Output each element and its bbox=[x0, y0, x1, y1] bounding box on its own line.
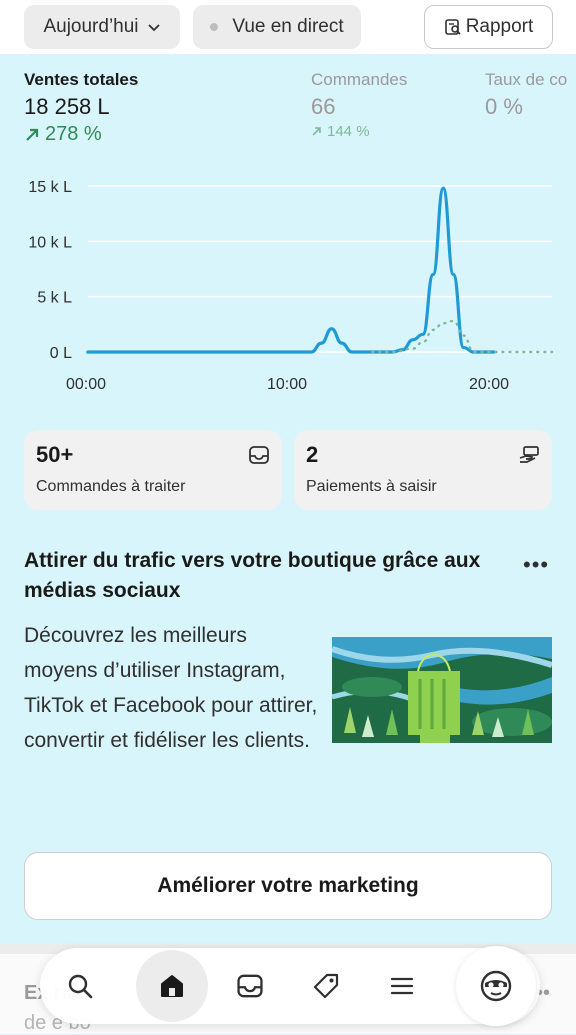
report-label: Rapport bbox=[465, 16, 534, 37]
inbox-icon bbox=[237, 974, 263, 998]
conversion-rate-metric[interactable]: Taux de co 0 % bbox=[485, 70, 567, 120]
metric-delta: 278 % bbox=[24, 123, 138, 146]
sales-line-chart[interactable]: 15 k L 10 k L 5 k L 0 L 00:00 10:00 20:00 bbox=[0, 174, 576, 464]
metric-label: Taux de co bbox=[485, 70, 568, 89]
y-tick-label: 10 k L bbox=[28, 234, 72, 251]
search-icon bbox=[68, 974, 93, 999]
metric-value: 0 % bbox=[485, 94, 523, 119]
metric-value: 66 bbox=[311, 94, 336, 119]
bottom-navigation bbox=[40, 946, 540, 1026]
nav-search[interactable] bbox=[58, 964, 102, 1008]
delta-value: 144 % bbox=[327, 123, 370, 140]
nav-orders[interactable] bbox=[228, 964, 272, 1008]
promo-title: Attirer du trafic vers votre boutique gr… bbox=[24, 549, 481, 602]
home-icon bbox=[161, 975, 183, 997]
metric-delta: 144 % bbox=[311, 123, 407, 140]
sales-series-line bbox=[86, 186, 496, 354]
filter-bar: Aujourd’hui Vue en direct Rapport bbox=[0, 0, 576, 54]
live-dot-icon bbox=[210, 23, 219, 31]
delta-value: 278 % bbox=[45, 123, 102, 145]
total-sales-metric[interactable]: Ventes totales 18 258 L 278 % bbox=[24, 70, 138, 146]
y-tick-label: 5 k L bbox=[37, 290, 72, 307]
orders-to-process-card[interactable]: 50+ Commandes à traiter bbox=[24, 430, 282, 510]
metric-value: 18 258 L bbox=[24, 94, 110, 119]
inbox-icon bbox=[249, 446, 269, 464]
promo-body: Découvrez les meilleurs moyens d’utilise… bbox=[24, 624, 318, 752]
card-label: Commandes à traiter bbox=[36, 478, 186, 495]
analytics-panel: Ventes totales 18 258 L 278 % Commandes … bbox=[0, 54, 576, 410]
improve-marketing-button[interactable]: Améliorer votre marketing bbox=[24, 852, 552, 920]
trend-up-icon bbox=[26, 128, 39, 141]
live-view-label: Vue en direct bbox=[232, 16, 344, 37]
metric-label: Commandes bbox=[311, 70, 408, 89]
trend-up-icon bbox=[312, 127, 321, 136]
y-tick-label: 0 L bbox=[50, 345, 72, 362]
date-range-label: Aujourd’hui bbox=[43, 16, 139, 37]
nav-menu[interactable] bbox=[380, 964, 424, 1008]
x-tick-label: 10:00 bbox=[267, 376, 307, 393]
comparison-series-line bbox=[371, 319, 554, 354]
report-icon bbox=[444, 19, 461, 35]
date-range-button[interactable]: Aujourd’hui bbox=[24, 5, 180, 49]
x-tick-label: 00:00 bbox=[66, 376, 106, 393]
card-count: 50+ bbox=[36, 442, 74, 467]
nav-home[interactable] bbox=[136, 950, 208, 1022]
tag-icon bbox=[313, 973, 339, 999]
report-button[interactable]: Rapport bbox=[424, 5, 553, 49]
more-options-icon[interactable]: ••• bbox=[523, 552, 550, 577]
menu-icon bbox=[390, 977, 414, 995]
store-avatar-icon bbox=[480, 970, 512, 1002]
card-label: Paiements à saisir bbox=[306, 478, 437, 495]
card-count: 2 bbox=[306, 442, 319, 467]
nav-store-avatar[interactable] bbox=[456, 946, 536, 1026]
metric-label: Ventes totales bbox=[24, 70, 139, 89]
promo-illustration bbox=[332, 637, 552, 743]
payment-hand-icon bbox=[519, 446, 539, 463]
orders-metric[interactable]: Commandes 66 144 % bbox=[311, 70, 407, 140]
nav-products[interactable] bbox=[304, 964, 348, 1008]
live-view-button[interactable]: Vue en direct bbox=[193, 5, 361, 49]
y-tick-label: 15 k L bbox=[28, 179, 72, 196]
payments-to-capture-card[interactable]: 2 Paiements à saisir bbox=[294, 430, 552, 510]
x-tick-label: 20:00 bbox=[469, 376, 509, 393]
chevron-down-icon bbox=[147, 24, 160, 32]
